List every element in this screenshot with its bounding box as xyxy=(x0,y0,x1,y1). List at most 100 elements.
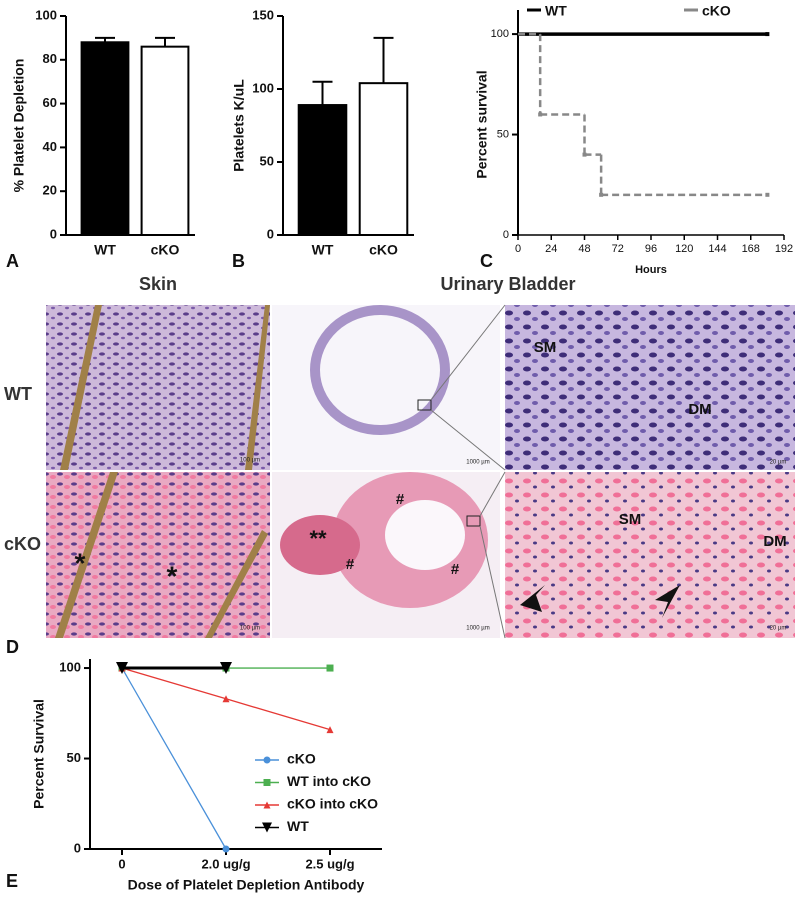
x-tick-label: 120 xyxy=(675,243,693,255)
bar xyxy=(80,41,130,236)
data-point xyxy=(220,662,232,675)
image-bladder-wt xyxy=(272,305,500,470)
legend-label: cKO xyxy=(287,751,316,767)
series-line xyxy=(121,667,227,850)
annotation: # xyxy=(396,491,405,508)
y-axis-label: Platelets K/uL xyxy=(231,79,247,172)
panel-label: B xyxy=(232,251,245,271)
y-tick-label: 50 xyxy=(497,128,509,140)
censor-mark xyxy=(765,192,770,197)
censor-mark xyxy=(765,32,770,37)
x-tick-label: WT xyxy=(312,242,334,258)
scale-bar-label: 20 µm xyxy=(770,460,787,466)
censor-mark xyxy=(538,112,543,117)
y-tick-label: 0 xyxy=(267,226,274,241)
data-point xyxy=(222,845,230,853)
x-tick-label: 192 xyxy=(775,243,793,255)
bladder-wall xyxy=(310,305,450,435)
zoom-box xyxy=(466,515,481,527)
data-point xyxy=(116,662,128,675)
annotation: DM xyxy=(688,401,711,418)
x-tick-label: cKO xyxy=(369,242,398,258)
x-tick-label: WT xyxy=(94,242,116,258)
y-tick-label: 0 xyxy=(50,226,57,241)
zoom-line xyxy=(430,409,506,471)
y-axis-label: Percent survival xyxy=(474,70,490,178)
y-tick-label: 100 xyxy=(35,7,57,22)
annotation: # xyxy=(451,561,460,578)
legend-label: WT into cKO xyxy=(287,773,371,789)
image-zoom-wt xyxy=(505,305,795,470)
row-label: cKO xyxy=(4,534,41,554)
y-tick-label: 40 xyxy=(43,139,57,154)
x-tick-label: 0 xyxy=(515,243,521,255)
zoom-box xyxy=(417,399,432,411)
legend-label: cKO into cKO xyxy=(287,796,378,812)
x-tick-label: 168 xyxy=(742,243,760,255)
bladder-lumen xyxy=(385,500,465,570)
hair xyxy=(60,305,270,470)
x-tick-label: 2.5 ug/g xyxy=(305,856,354,871)
data-point xyxy=(222,695,230,703)
legend-label: WT xyxy=(287,818,309,834)
annotation: SM xyxy=(619,511,642,528)
y-axis-label: Percent Survival xyxy=(31,699,47,809)
censor-mark xyxy=(599,192,604,197)
bar xyxy=(140,45,190,236)
annotation: DM xyxy=(763,533,786,550)
annotation: * xyxy=(75,547,86,578)
legend-symbol xyxy=(263,779,271,786)
annotation: * xyxy=(167,560,178,591)
annotation: SM xyxy=(534,339,557,356)
y-tick-label: 100 xyxy=(59,659,81,674)
panel-label: C xyxy=(480,251,493,271)
zoom-line xyxy=(479,471,506,517)
hemorrhage xyxy=(280,515,360,575)
row-label: WT xyxy=(4,384,32,404)
legend-label: WT xyxy=(545,3,567,19)
legend-symbol xyxy=(263,801,271,809)
bar xyxy=(297,104,348,236)
panel-label: E xyxy=(6,871,18,891)
panel-label: A xyxy=(6,251,19,271)
y-tick-label: 0 xyxy=(503,229,509,241)
y-tick-label: 100 xyxy=(252,80,274,95)
zoom-line xyxy=(430,304,506,401)
scale-bar-label: 1000 µm xyxy=(466,626,489,632)
legend-symbol xyxy=(262,822,272,833)
y-tick-label: 60 xyxy=(43,95,57,110)
bar xyxy=(358,82,409,236)
data-point xyxy=(326,726,334,734)
x-axis-label: Dose of Platelet Depletion Antibody xyxy=(128,877,365,893)
scale-bar-label: 100 µm xyxy=(240,458,260,464)
y-axis-label: % Platelet Depletion xyxy=(11,59,27,193)
y-tick-label: 50 xyxy=(67,750,81,765)
scale-bar-label: 20 µm xyxy=(770,626,787,632)
scale-bar-label: 1000 µm xyxy=(466,460,489,466)
annotation: # xyxy=(346,556,355,573)
column-title: Skin xyxy=(139,274,177,294)
y-tick-label: 150 xyxy=(252,7,274,22)
legend-symbol xyxy=(263,756,271,764)
image-zoom-cko xyxy=(505,472,795,638)
x-tick-label: 0 xyxy=(118,856,125,871)
annotation: ** xyxy=(309,526,327,551)
panel-label: D xyxy=(6,637,19,657)
x-tick-label: 72 xyxy=(612,243,624,255)
x-tick-label: 24 xyxy=(545,243,557,255)
scale-bar-label: 100 µm xyxy=(240,626,260,632)
histology-panel: Skin Urinary Bladder WT cKO SM DM SM DM … xyxy=(4,274,795,657)
y-tick-label: 80 xyxy=(43,51,57,66)
column-title: Urinary Bladder xyxy=(440,274,575,294)
y-tick-label: 0 xyxy=(74,840,81,855)
x-tick-label: 48 xyxy=(578,243,590,255)
x-axis-label: Hours xyxy=(635,264,667,276)
data-point xyxy=(326,664,334,672)
y-tick-label: 50 xyxy=(260,153,274,168)
x-tick-label: 144 xyxy=(708,243,726,255)
y-tick-label: 100 xyxy=(491,28,509,40)
x-tick-label: cKO xyxy=(151,242,180,258)
x-tick-label: 2.0 ug/g xyxy=(201,856,250,871)
